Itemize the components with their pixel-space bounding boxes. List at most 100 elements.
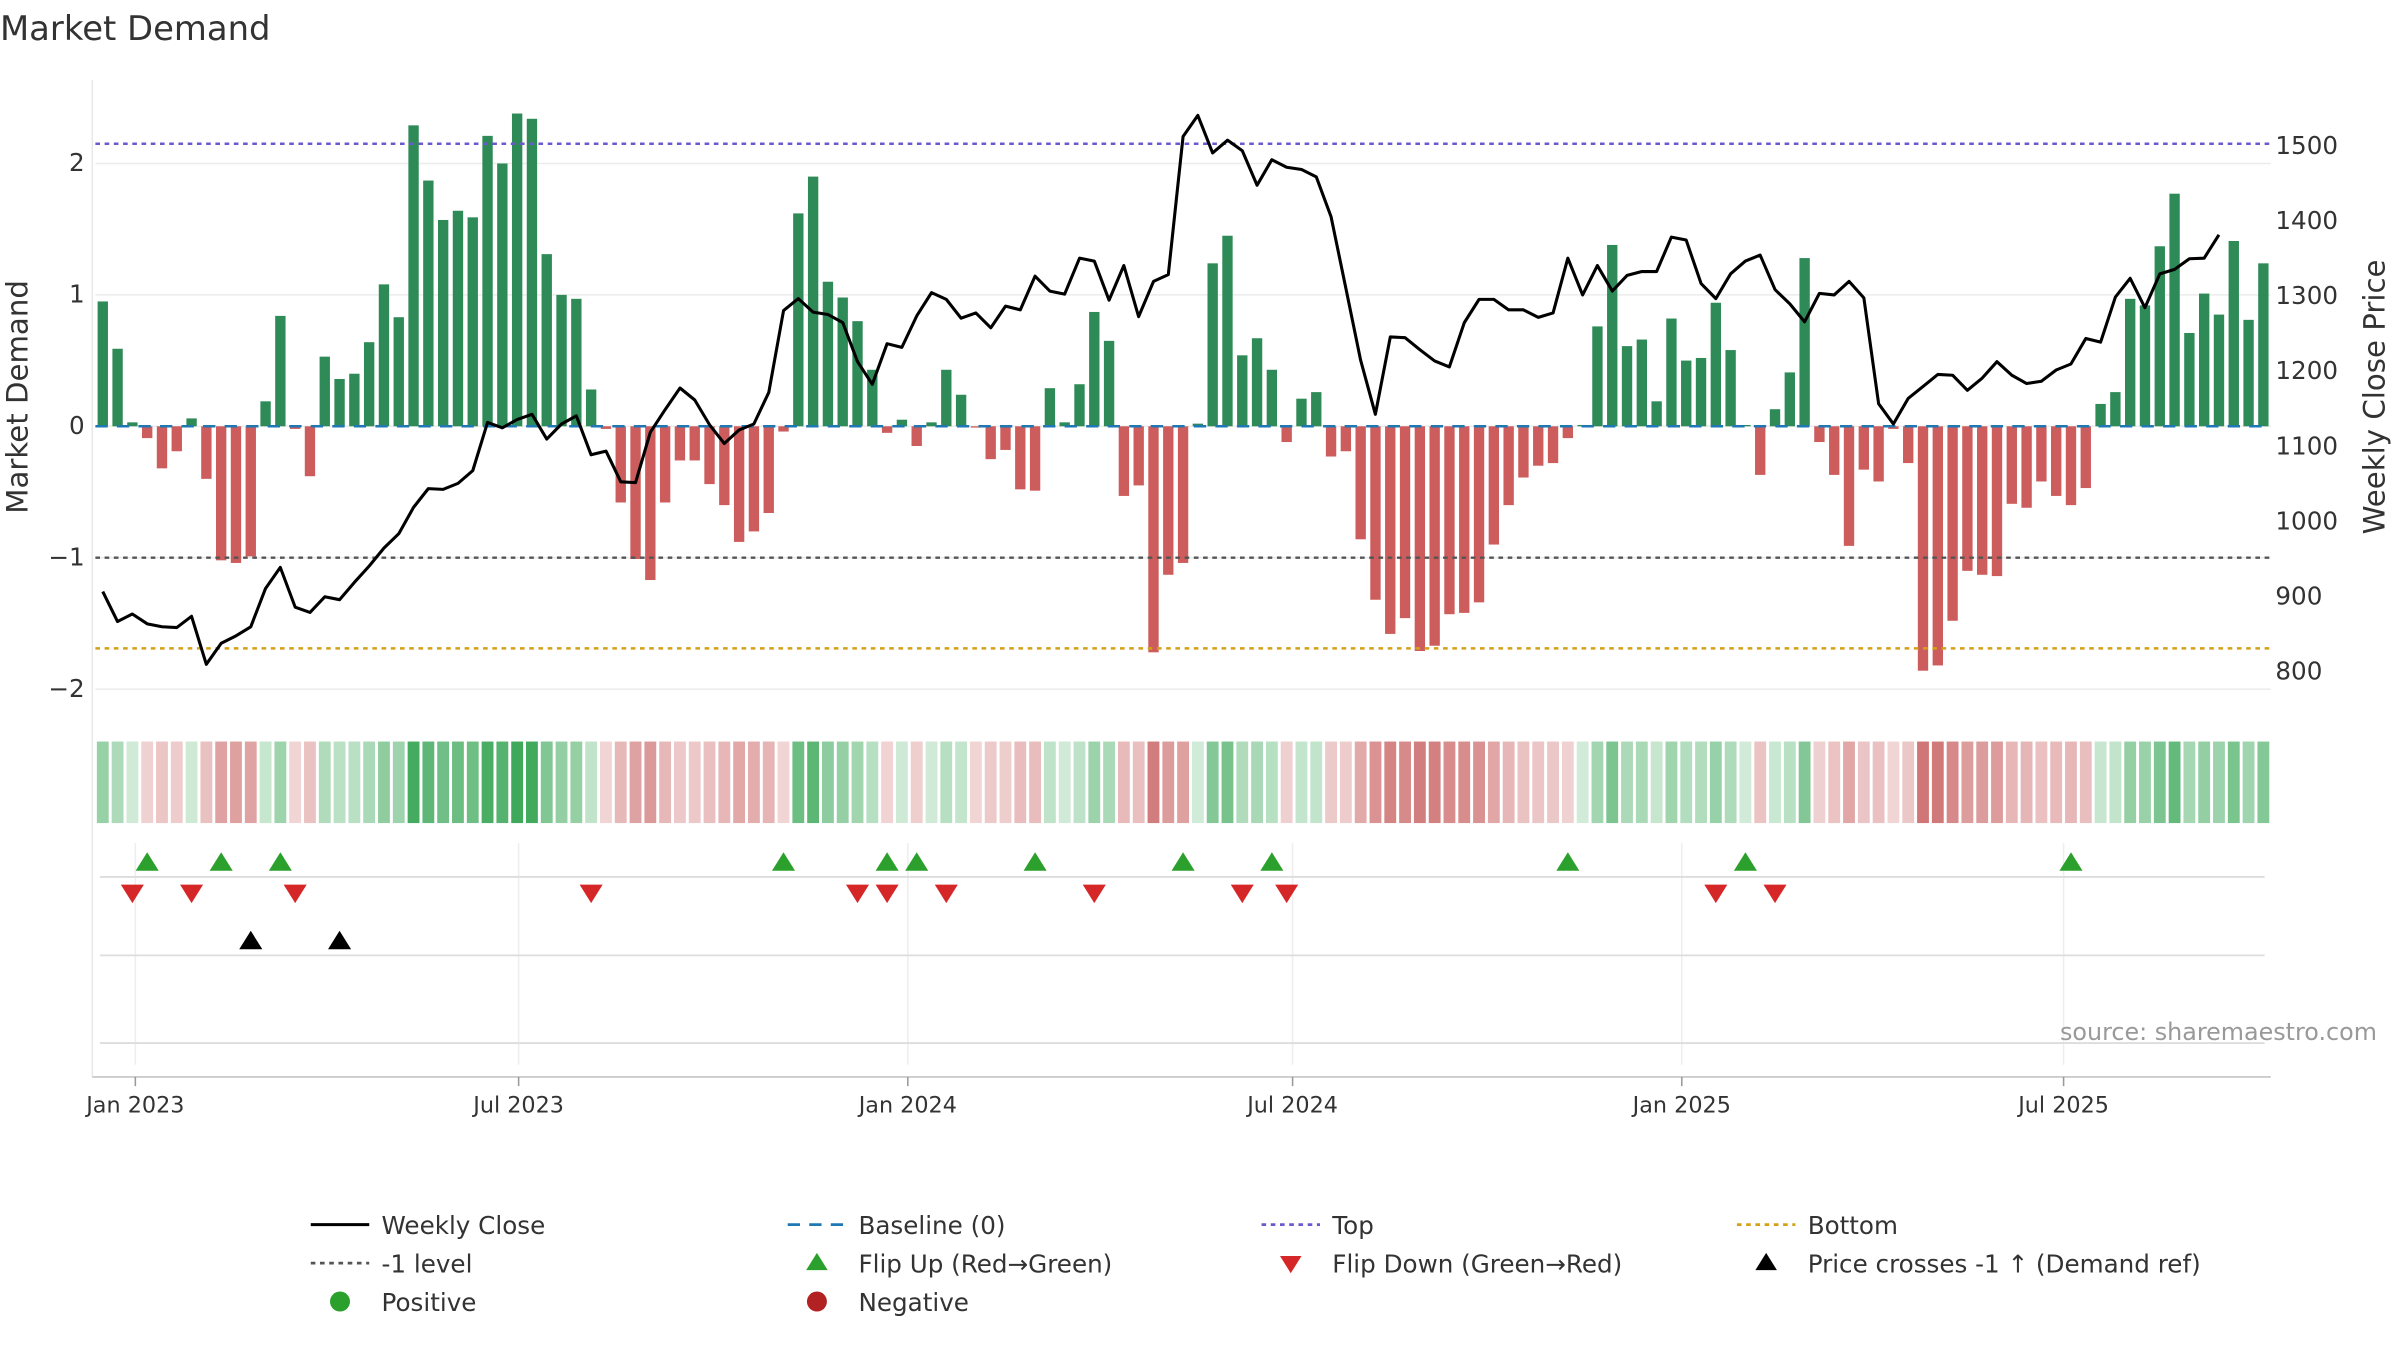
heat-cell [2094,741,2107,824]
bar-positive [2213,314,2225,427]
bar-positive [2258,263,2269,427]
right-tick-label: 1200 [2275,356,2338,385]
heat-cell [2005,741,2018,824]
bar-negative [1858,426,1869,470]
bar-positive [319,356,330,427]
heat-cell [777,741,790,824]
bar-positive [526,118,538,427]
bar-positive [511,113,523,427]
heat-cell [792,741,805,824]
bar-positive [852,321,863,427]
heat-cell [688,741,701,824]
heat-cell [1769,741,1781,824]
heat-cell [496,741,509,824]
heat-cell [2139,741,2151,824]
bar-positive [97,301,108,427]
right-tick-label: 1500 [2275,131,2338,160]
heat-cell [1236,741,1249,824]
legend-item-positive: Positive [330,1288,476,1317]
bar-negative [1133,426,1144,486]
legend-label-negative: Negative [858,1288,968,1317]
bar-negative [215,426,227,561]
bar-positive [1192,423,1204,427]
heat-cell [703,741,716,824]
heat-cell [555,741,568,824]
heat-cell [407,741,420,824]
legend-item-negative: Negative [806,1288,969,1317]
heat-cell [821,741,834,824]
heat-cell [1177,741,1189,824]
bar-positive [1074,384,1085,427]
left-tick-label: 0 [69,411,85,440]
heat-cell [1413,741,1426,824]
legend-label-minus-one: -1 level [382,1249,473,1278]
bar-positive [363,342,375,427]
bar-negative [1503,426,1514,506]
bar-positive [2228,240,2239,427]
bar-positive [452,210,464,427]
bar-positive [955,394,967,427]
bar-negative [659,426,671,503]
heat-cell [1502,741,1515,824]
heat-cell [1473,741,1485,824]
heat-cell [570,741,583,824]
heat-cell [1976,741,1989,824]
bar-positive [1059,422,1070,427]
bar-positive [260,401,271,427]
legend: Weekly Close Baseline (0) Top Bottom -1 leve… [310,1211,2201,1317]
heat-cell [526,741,538,824]
bar-negative [1755,426,1766,475]
bar-positive [1666,318,1677,427]
bar-negative [171,426,182,452]
bar-negative [1991,426,2003,577]
heat-cell [881,741,894,824]
bar-positive [1695,357,1707,427]
bar-negative [748,426,760,532]
heat-cell [1369,741,1382,824]
bar-positive [1725,350,1736,427]
heat-cell [333,741,346,824]
bar-negative [201,426,212,479]
heat-cell [2168,741,2181,824]
bar-positive [2139,305,2151,427]
bar-negative [1118,426,1130,496]
flip-up-marker [1023,852,1047,871]
bar-negative [1399,426,1411,619]
heat-cell [1280,741,1293,824]
grid-layer [91,80,2271,1077]
bar-positive [1799,258,1810,427]
heat-cell [2242,741,2255,824]
bar-negative [1843,426,1855,546]
bar-negative [763,426,774,514]
heat-cell [1709,741,1722,824]
legend-swatch-positive [330,1291,350,1312]
bar-positive [334,378,345,427]
heat-cell [1029,741,1042,824]
heat-cell [452,741,464,824]
heat-cell [1251,741,1263,824]
right-tick-label: 1100 [2275,431,2338,460]
bar-positive [556,294,567,427]
heat-cell [984,741,997,824]
flip-down-marker [180,884,204,904]
right-tick-label: 900 [2275,581,2322,610]
legend-item-minus-one: -1 level [310,1249,473,1278]
heat-cell [1576,741,1589,824]
bar-positive [497,163,508,427]
bar-positive [1784,372,1795,427]
legend-label-top: Top [1331,1211,1374,1240]
bar-negative [1873,426,1884,482]
heat-cell [1339,741,1352,824]
demand-bars [97,113,2269,671]
heat-cell [2079,741,2092,824]
left-tick-label: −1 [48,542,84,571]
bar-positive [408,125,419,427]
flip-up-marker [209,852,233,871]
heat-cell [96,741,109,824]
bar-negative [1518,426,1529,478]
legend-item-price-cross: Price crosses -1 ↑ (Demand ref) [1755,1249,2201,1278]
x-tick-label: Jan 2025 [1631,1092,1731,1118]
flip-up-marker [135,852,159,871]
heat-cell [1783,741,1796,824]
heat-cell [1561,741,1574,824]
